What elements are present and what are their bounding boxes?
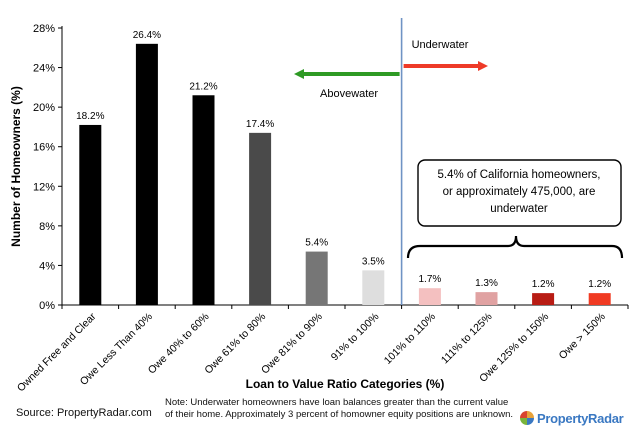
abovewater-label: Abovewater: [320, 88, 378, 100]
data-label: 1.2%: [588, 279, 611, 290]
bar: [79, 124, 102, 305]
y-tick-label: 16%: [33, 142, 55, 154]
data-label: 21.2%: [189, 81, 217, 92]
bar: [475, 292, 498, 305]
x-tick-label: Owe > 150%: [557, 311, 608, 362]
y-tick-label: 28%: [33, 23, 55, 35]
data-label: 17.4%: [246, 119, 274, 130]
x-tick-label: 101% to 110%: [382, 311, 438, 367]
brand-name: PropertyRadar: [537, 410, 624, 426]
y-tick-label: 0%: [39, 300, 55, 312]
bar: [532, 293, 555, 305]
underwater-arrowhead: [478, 61, 488, 71]
underwater-bracket: [406, 235, 624, 259]
x-tick-label: 91% to 100%: [329, 311, 382, 364]
callout-text: underwater: [490, 203, 548, 215]
abovewater-arrowhead: [294, 69, 304, 79]
x-tick-label: 111% to 125%: [439, 311, 495, 367]
x-tick-label: Owe 40% to 60%: [146, 311, 212, 377]
y-tick-label: 24%: [33, 63, 55, 75]
callout-box: [417, 159, 622, 227]
bar: [249, 132, 272, 305]
data-label: 1.3%: [475, 278, 498, 289]
bar: [192, 95, 215, 306]
data-label: 18.2%: [76, 111, 104, 122]
callout-text: 5.4% of California homeowners,: [438, 169, 601, 181]
data-label: 3.5%: [362, 256, 385, 267]
callout-text: or approximately 475,000, are: [443, 186, 596, 198]
bar: [305, 251, 328, 305]
bar: [588, 293, 611, 305]
underwater-label: Underwater: [412, 39, 469, 51]
y-tick-label: 4%: [39, 260, 55, 272]
y-axis-title: Number of Homeowners (%): [9, 86, 23, 247]
data-label: 5.4%: [305, 238, 328, 249]
propertyradar-logo: PropertyRadar: [520, 407, 638, 429]
y-tick-label: 20%: [33, 102, 55, 114]
bar: [362, 270, 385, 305]
y-tick-label: 12%: [33, 181, 55, 193]
x-tick-label: Owe 61% to 80%: [202, 311, 268, 377]
x-tick-label: Owe 81% to 90%: [259, 311, 325, 377]
data-label: 1.2%: [532, 279, 555, 290]
bar: [418, 288, 441, 305]
data-label: 1.7%: [419, 274, 442, 285]
bar: [135, 43, 158, 305]
x-axis-title: Loan to Value Ratio Categories (%): [246, 377, 445, 391]
source-credit: Source: PropertyRadar.com: [16, 407, 152, 419]
data-label: 26.4%: [133, 30, 161, 41]
radar-logo-icon: [520, 411, 534, 425]
y-tick-label: 8%: [39, 221, 55, 233]
footnote: Note: Underwater homeowners have loan ba…: [165, 397, 513, 420]
